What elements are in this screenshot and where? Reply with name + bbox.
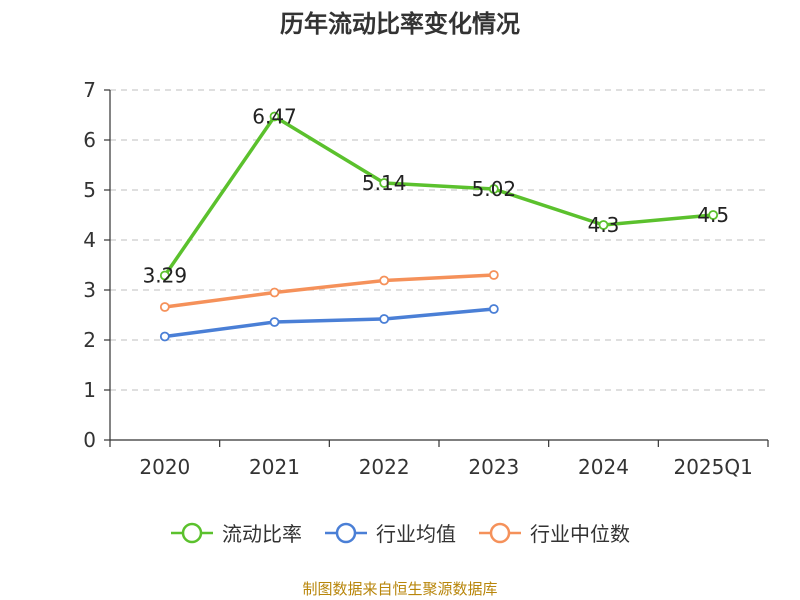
x-tick-label: 2021 [249, 455, 300, 479]
series-lines [159, 111, 719, 342]
y-tick-label: 7 [83, 78, 96, 102]
grid-lines [110, 89, 768, 391]
y-tick-label: 5 [83, 178, 96, 202]
x-tick-label: 2022 [359, 455, 410, 479]
legend-label: 流动比率 [222, 522, 302, 546]
source-note: 制图数据来自恒生聚源数据库 [302, 580, 498, 598]
y-tick-label: 2 [83, 328, 96, 352]
y-tick-label: 1 [83, 378, 96, 402]
series-line [163, 307, 496, 339]
legend-item[interactable]: 行业均值 [324, 518, 456, 547]
x-tick-label: 2025Q1 [673, 455, 752, 479]
legend-item[interactable]: 流动比率 [170, 518, 302, 547]
data-point [379, 178, 390, 188]
series-line [163, 114, 715, 278]
y-tick-label: 4 [83, 228, 96, 252]
legend-line-circle-icon [171, 522, 213, 543]
data-point [379, 314, 390, 324]
axes: 0 1 2 3 4 5 6 7 2020 2021 2022 2023 2024 2025Q1 [83, 78, 769, 479]
data-label: 5.14 [362, 171, 407, 195]
y-tick-label: 0 [83, 428, 96, 452]
data-point [598, 220, 609, 230]
x-tick-label: 2020 [139, 455, 190, 479]
data-label: 6.47 [252, 105, 297, 129]
legend-label: 行业中位数 [530, 522, 630, 546]
data-point [159, 302, 170, 312]
data-point [488, 304, 499, 314]
data-point [269, 111, 280, 122]
legend-item[interactable]: 行业中位数 [478, 518, 630, 547]
data-point [708, 210, 719, 220]
legend-label: 行业均值 [376, 522, 456, 546]
data-point [488, 270, 499, 280]
data-point [269, 317, 280, 327]
data-point [379, 275, 390, 286]
legend-line-circle-icon [479, 522, 521, 543]
data-point [488, 184, 499, 194]
data-point [159, 270, 170, 281]
data-point [159, 331, 170, 342]
data-point [269, 287, 280, 298]
data-label: 3.29 [143, 264, 188, 288]
data-label: 4.3 [588, 213, 620, 237]
x-tick-label: 2023 [468, 455, 519, 479]
y-tick-label: 3 [83, 278, 96, 302]
legend: 流动比率 行业均值 行业中位数 [0, 518, 800, 547]
chart-title: 历年流动比率变化情况 [280, 10, 520, 38]
legend-line-circle-icon [325, 522, 367, 543]
series-line [163, 273, 496, 309]
x-tick-label: 2024 [578, 455, 629, 479]
data-label: 4.5 [697, 203, 729, 227]
y-tick-label: 6 [83, 128, 96, 152]
data-label: 5.02 [472, 177, 517, 201]
data-labels: 3.29 6.47 5.14 5.02 4.3 4.5 [143, 105, 730, 288]
